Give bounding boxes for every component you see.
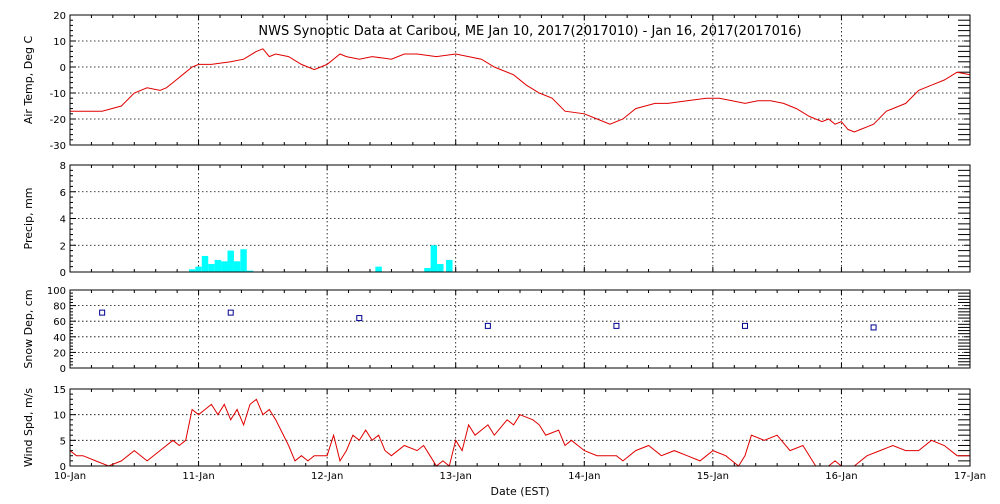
- y-tick-label: 15: [53, 385, 66, 396]
- series-line-wind: [69, 398, 970, 467]
- precip-bar: [201, 255, 209, 272]
- panel-frame: [69, 289, 971, 369]
- precip-bar: [195, 266, 202, 272]
- panel-frame: [69, 164, 971, 273]
- snow-depth-point: [356, 315, 363, 322]
- snow-depth-point: [870, 324, 877, 331]
- chart-title: NWS Synoptic Data at Caribou, ME Jan 10,…: [258, 24, 801, 39]
- x-tick-label: 14-Jan: [568, 471, 600, 482]
- y-tick-label: 10: [53, 37, 66, 48]
- y-tick-label: 0: [60, 462, 66, 473]
- panel-snow: 0 20 40 60 80 100 Snow Dep, cm: [22, 286, 971, 375]
- snow-depth-point: [99, 309, 106, 316]
- x-axis-label: Date (EST): [490, 485, 549, 498]
- x-tick-label: 12-Jan: [311, 471, 343, 482]
- snow-depth-point: [613, 322, 620, 329]
- y-tick-label: -10: [50, 89, 66, 100]
- snow-depth-point: [227, 309, 234, 316]
- precip-bar: [233, 261, 241, 272]
- precip-bar: [240, 249, 247, 272]
- panel-frame: [69, 388, 971, 467]
- precip-bar: [221, 261, 228, 272]
- x-tick-label: 10-Jan: [54, 471, 86, 482]
- precip-bar: [375, 266, 382, 272]
- y-tick-label: 8: [60, 161, 66, 172]
- precip-bar: [430, 245, 438, 272]
- y-tick-label: 20: [53, 11, 66, 22]
- precip-bar: [424, 267, 431, 272]
- precip-bar: [214, 259, 222, 272]
- y-axis-label-precip: Precip, mm: [22, 188, 35, 250]
- y-tick-label: 100: [47, 286, 66, 297]
- y-axis-label-temp: Air Temp, Deg C: [22, 36, 35, 125]
- y-tick-label: 20: [53, 348, 66, 359]
- snow-depth-point: [742, 322, 748, 329]
- panel-wind: 0 5 10 15 Wind Spd, m/s: [22, 385, 971, 473]
- y-tick-label: -30: [50, 141, 66, 152]
- series-line-temp: [70, 48, 971, 133]
- precip-bar: [246, 270, 254, 272]
- y-tick-label: 80: [53, 302, 66, 313]
- x-tick-label: 13-Jan: [440, 471, 472, 482]
- y-tick-label: 4: [60, 215, 66, 226]
- snow-depth-point: [484, 322, 491, 329]
- precip-bar: [437, 263, 444, 272]
- y-tick-label: 10: [53, 411, 66, 422]
- y-tick-label: 0: [60, 268, 66, 279]
- x-tick-label: 17-Jan: [954, 471, 986, 482]
- y-axis-label-snow: Snow Dep, cm: [22, 289, 35, 368]
- y-tick-label: 0: [60, 63, 66, 74]
- panel-precip: 0 2 4 6 8 Precip, mm: [22, 161, 971, 279]
- y-tick-label: 0: [60, 364, 66, 375]
- y-tick-label: 6: [60, 188, 66, 199]
- y-axis-label-wind: Wind Spd, m/s: [22, 388, 35, 468]
- x-tick-label: 11-Jan: [182, 471, 214, 482]
- y-tick-label: 2: [60, 241, 66, 252]
- precip-bar: [446, 259, 453, 272]
- precip-bar: [227, 250, 234, 272]
- y-tick-label: 40: [53, 333, 66, 344]
- y-tick-label: -20: [50, 115, 66, 126]
- x-tick-label: 16-Jan: [825, 471, 857, 482]
- precip-bar: [188, 269, 196, 272]
- y-tick-label: 5: [60, 436, 66, 447]
- panel-temp: -30 -20 -10 0 10 20 Air Temp, Deg C: [22, 11, 971, 152]
- x-tick-label: 15-Jan: [697, 471, 729, 482]
- panel-frame: [69, 14, 971, 146]
- y-tick-label: 60: [53, 317, 66, 328]
- precip-bar: [208, 263, 215, 272]
